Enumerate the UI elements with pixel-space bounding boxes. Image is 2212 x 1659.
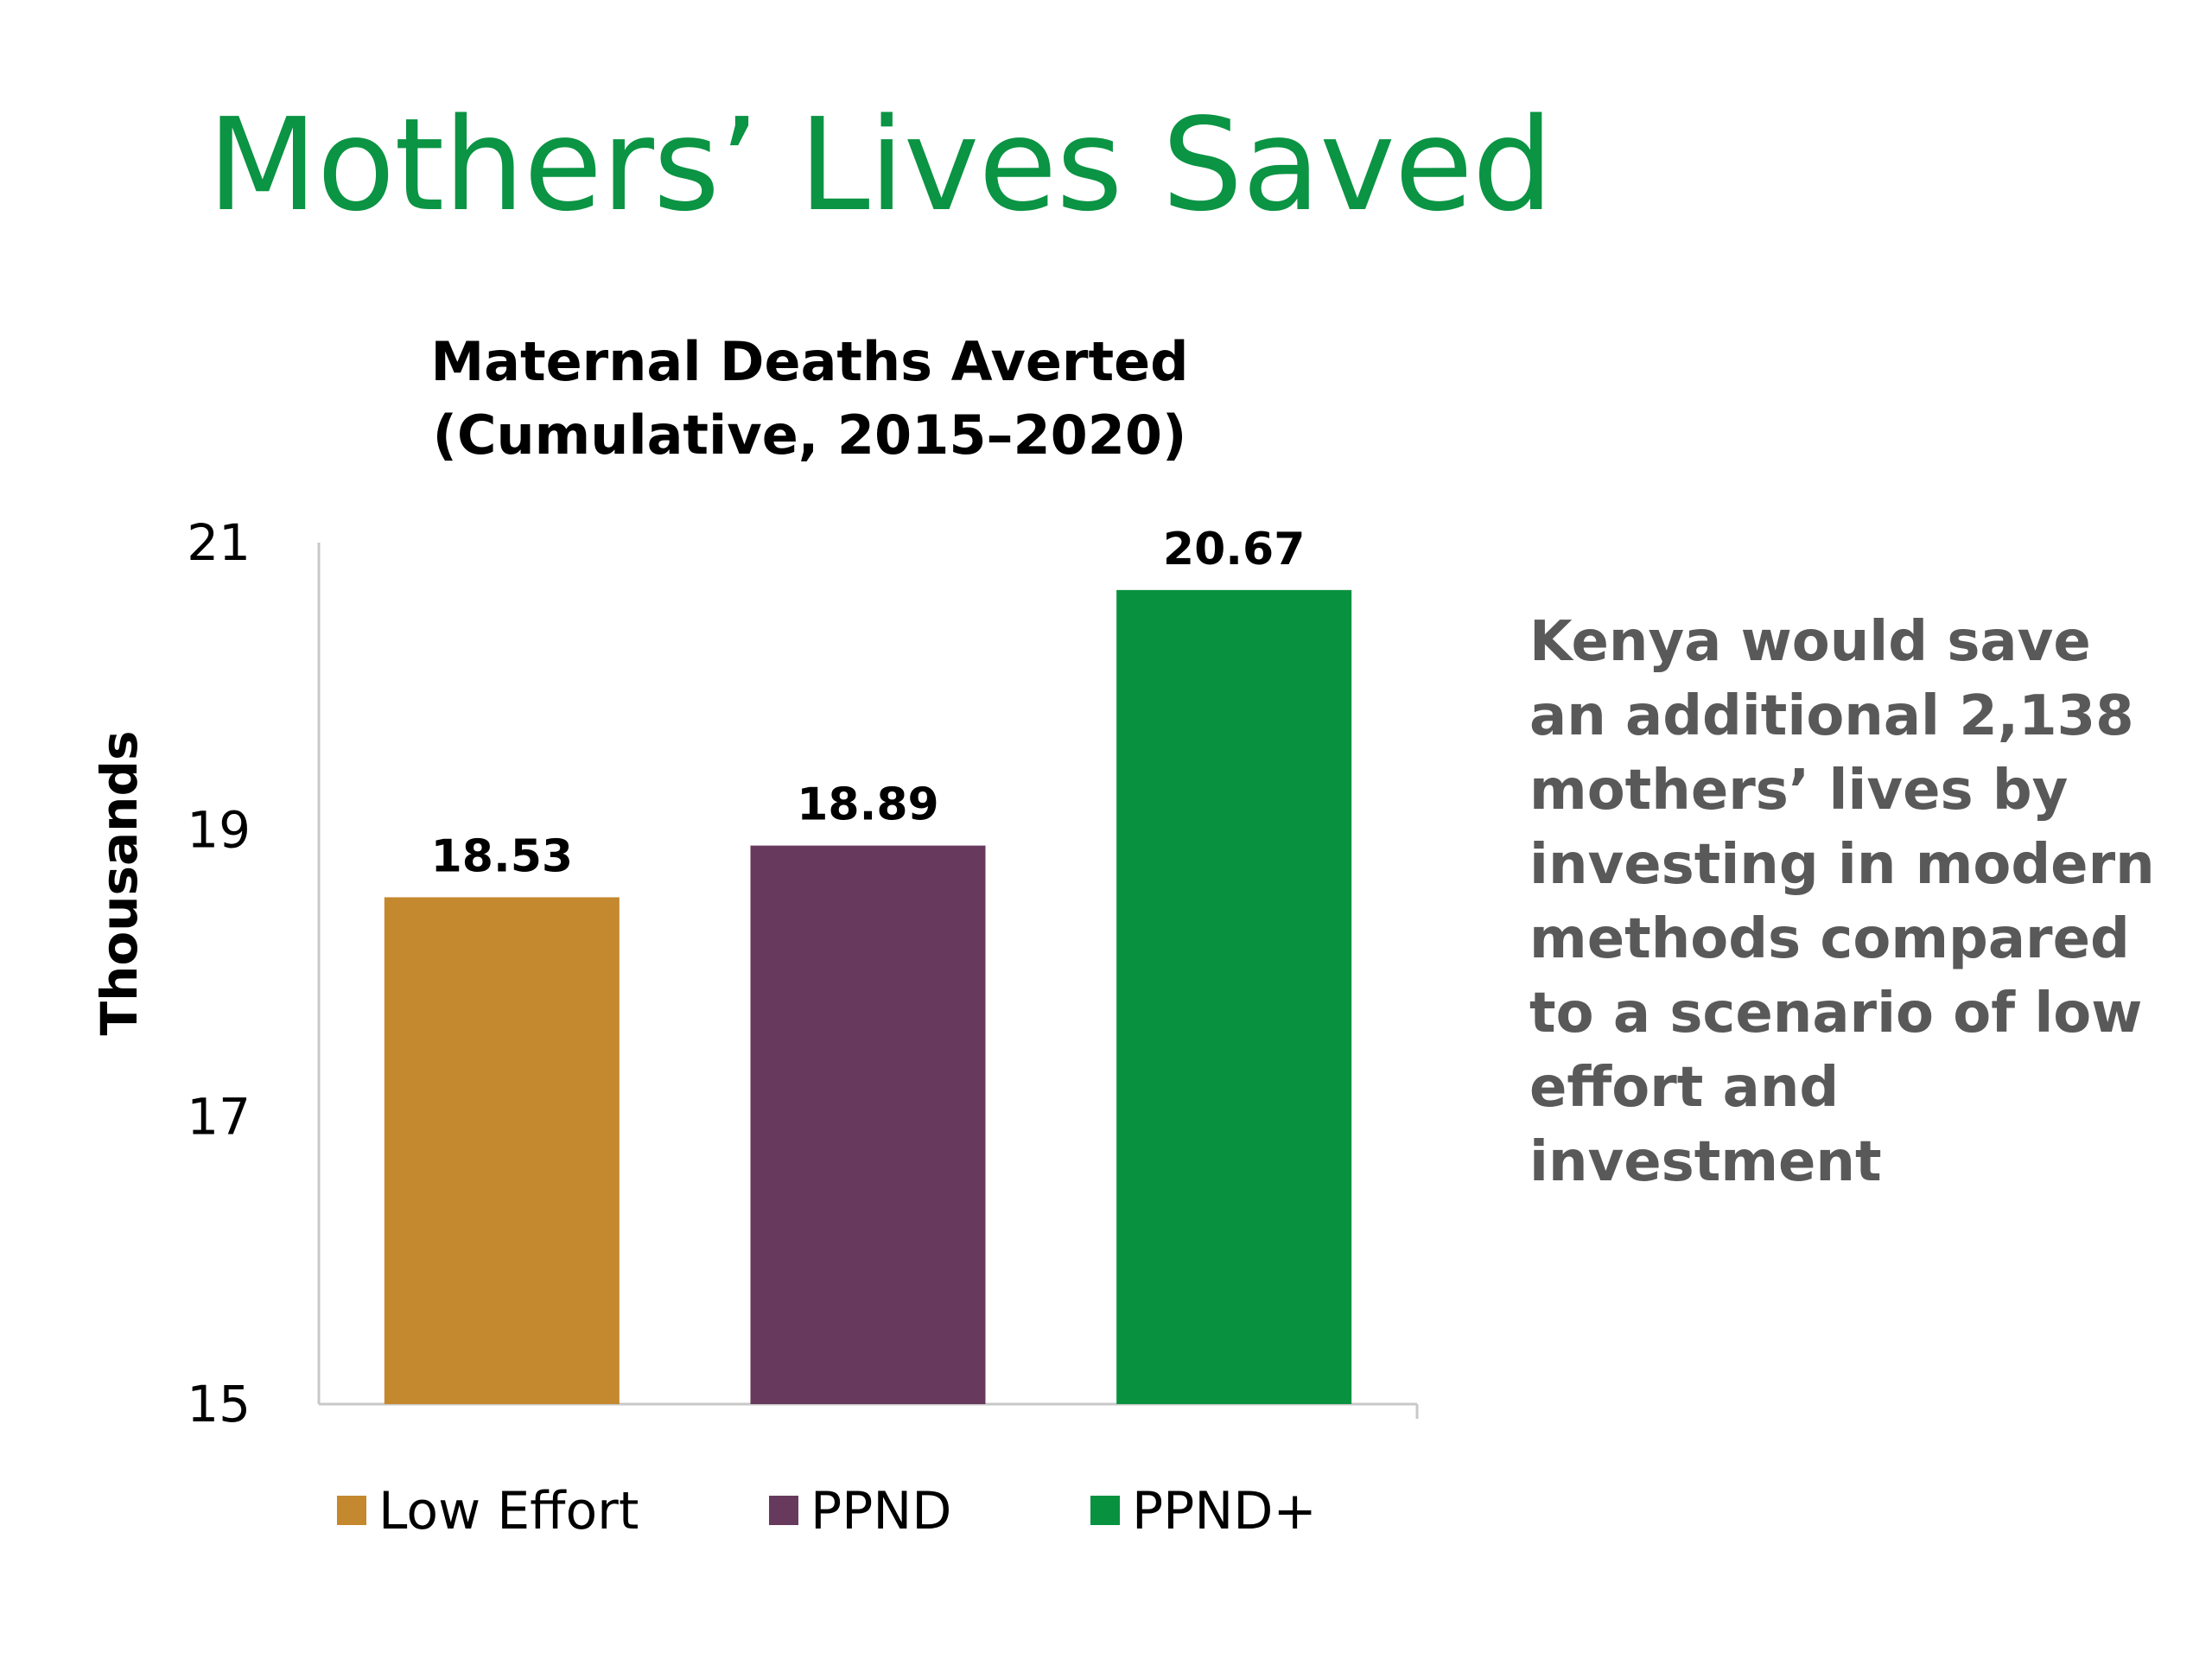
bar <box>750 845 986 1404</box>
y-tick-label: 15 <box>187 1375 251 1433</box>
bar <box>1116 589 1352 1404</box>
legend-swatch <box>337 1496 366 1525</box>
y-tick-label: 21 <box>187 513 251 572</box>
side-note: Kenya would save an additional 2,138 mot… <box>1529 610 2155 1194</box>
legend: Low Effort PPND PPND+ <box>337 1481 1317 1541</box>
y-tick-label: 19 <box>187 800 251 859</box>
y-axis-label: Thousands <box>90 731 149 1036</box>
legend-swatch <box>769 1496 798 1525</box>
y-axis-ticks: 15 17 19 21 <box>187 513 251 1433</box>
bars <box>384 589 1352 1404</box>
chart-title-line-1: Maternal Deaths Averted <box>430 330 1188 393</box>
bar-value-label: 18.53 <box>431 830 573 882</box>
chart-title-line-2: (Cumulative, 2015–2020) <box>433 404 1187 467</box>
value-labels: 18.53 18.89 20.67 <box>431 524 1306 883</box>
legend-label: PPND+ <box>1132 1481 1317 1541</box>
bar-value-label: 20.67 <box>1163 524 1305 575</box>
legend-label: PPND <box>810 1481 951 1541</box>
bar-value-label: 18.89 <box>797 779 938 831</box>
slide-title: Mothers’ Lives Saved <box>207 91 1554 239</box>
legend-swatch <box>1090 1496 1120 1525</box>
y-tick-label: 17 <box>187 1088 251 1147</box>
bar <box>384 897 620 1404</box>
legend-label: Low Effort <box>378 1481 639 1541</box>
